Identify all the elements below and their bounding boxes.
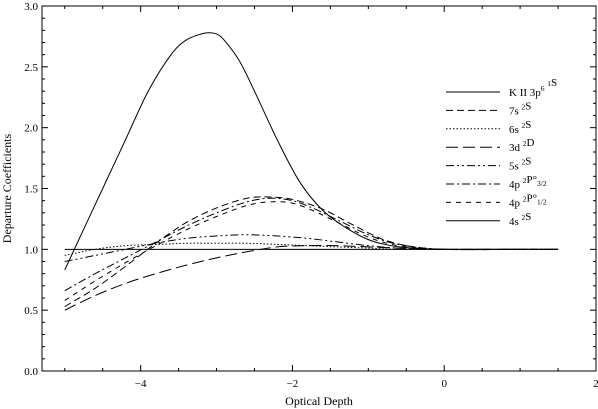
series-line-2 — [64, 242, 559, 256]
legend-label: 4s 2S — [509, 211, 531, 228]
plot-axes: −4 −2 0 2 0.0 0.5 1.0 1.5 2.0 2.5 3.0 — [24, 1, 598, 390]
legend-label: 3d 2D — [509, 137, 535, 154]
legend-label: 7s 2S — [509, 100, 531, 117]
x-tick-label: −2 — [287, 378, 299, 390]
legend-label: 4p 2P°3/2 — [509, 174, 547, 191]
y-tick-label: 1.5 — [24, 184, 38, 196]
series-line-0 — [64, 32, 559, 271]
legend-label: 6s 2S — [509, 119, 531, 136]
y-tick-label: 2.0 — [24, 123, 38, 135]
series-layer — [64, 32, 559, 311]
series-line-3 — [64, 245, 559, 311]
y-tick-label: 0.0 — [24, 366, 38, 378]
y-tick-label: 2.5 — [24, 62, 38, 74]
legend-label: 5s 2S — [509, 156, 531, 173]
y-tick-label: 0.5 — [24, 305, 38, 317]
x-tick-label: 2 — [593, 378, 598, 390]
series-line-6 — [64, 201, 559, 301]
legend-label: 4p 2P°1/2 — [509, 192, 547, 209]
legend-label: K II 3p6 1S — [509, 77, 557, 99]
x-tick-label: 0 — [441, 378, 447, 390]
y-tick-label: 3.0 — [24, 1, 38, 13]
y-axis-label: Departure Coefficients — [0, 133, 14, 243]
series-line-1 — [64, 196, 559, 307]
series-line-4 — [64, 234, 559, 262]
x-axis-label: Optical Depth — [285, 394, 353, 408]
x-tick-label: −4 — [135, 378, 147, 390]
y-tick-label: 1.0 — [24, 244, 38, 256]
series-line-5 — [64, 197, 559, 292]
